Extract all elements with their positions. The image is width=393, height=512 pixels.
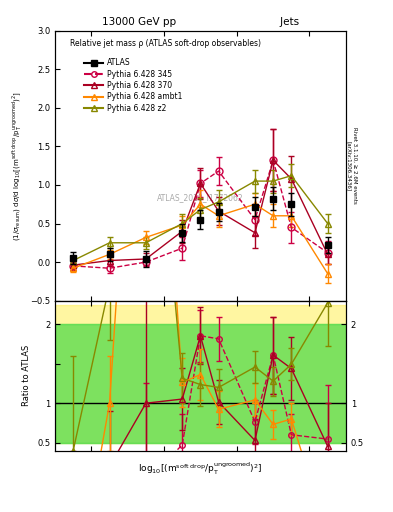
Text: ATLAS_2019_I1772062: ATLAS_2019_I1772062 <box>157 194 244 203</box>
Bar <box>55 305 346 443</box>
Legend: ATLAS, Pythia 6.428 345, Pythia 6.428 370, Pythia 6.428 ambt1, Pythia 6.428 z2: ATLAS, Pythia 6.428 345, Pythia 6.428 37… <box>82 56 185 115</box>
Bar <box>55 324 346 443</box>
Bar <box>55 324 346 443</box>
Y-axis label: Rivet 3.1.10, ≥ 2.6M events
[arXiv:1306.3436]: Rivet 3.1.10, ≥ 2.6M events [arXiv:1306.… <box>346 127 357 204</box>
Text: Relative jet mass ρ (ATLAS soft-drop observables): Relative jet mass ρ (ATLAS soft-drop obs… <box>70 39 261 48</box>
Bar <box>55 324 346 443</box>
X-axis label: log$_{10}$[(m$^{\rm soft\ drop}$/p$_{\rm T}^{\rm ungroomed})^{2}$]: log$_{10}$[(m$^{\rm soft\ drop}$/p$_{\rm… <box>138 461 263 477</box>
Y-axis label: $(1/\sigma_{\rm resum})$ d$\sigma$/d log$_{10}$[(m$^{\rm soft\ drop}$/p$_{\rm T}: $(1/\sigma_{\rm resum})$ d$\sigma$/d log… <box>11 91 24 241</box>
Title: 13000 GeV pp                                Jets: 13000 GeV pp Jets <box>102 17 299 27</box>
Y-axis label: Ratio to ATLAS: Ratio to ATLAS <box>22 345 31 406</box>
